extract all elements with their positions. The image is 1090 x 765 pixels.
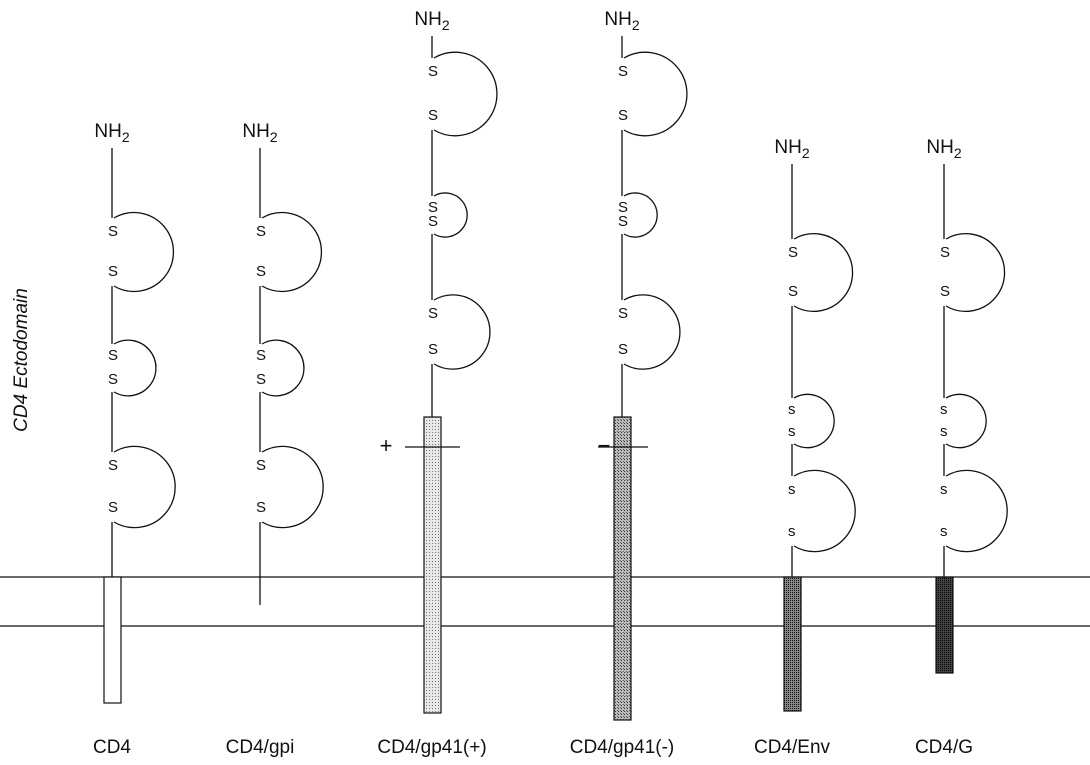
s-label: s — [788, 523, 796, 540]
s-label: s — [940, 481, 948, 498]
transmembrane-domain — [103, 576, 122, 704]
terminus-sub: 2 — [802, 145, 810, 161]
s-label: S — [428, 63, 438, 80]
disulfide-loop — [623, 192, 658, 238]
construct-name: CD4 — [93, 737, 131, 758]
terminus-label: NH2 — [926, 137, 961, 161]
disulfide-loop — [113, 445, 176, 529]
s-label: S — [108, 457, 118, 474]
s-label: s — [788, 481, 796, 498]
terminus-sub: 2 — [442, 17, 450, 33]
disulfide-loop — [261, 445, 324, 529]
disulfide-loop — [793, 469, 856, 553]
terminus-base: NH — [604, 9, 631, 30]
disulfide-loop — [433, 192, 468, 238]
terminus-sub: 2 — [954, 145, 962, 161]
terminus-label: NH2 — [414, 9, 449, 33]
terminus-sub: 2 — [632, 17, 640, 33]
terminus-base: NH — [414, 9, 441, 30]
s-label: S — [256, 499, 266, 516]
s-label: S — [108, 499, 118, 516]
s-label: S — [618, 63, 628, 80]
terminus-base: NH — [774, 137, 801, 158]
s-label: S — [618, 341, 628, 358]
transmembrane-domain — [613, 416, 632, 721]
s-label: S — [618, 305, 628, 322]
terminus-base: NH — [926, 137, 953, 158]
terminus-base: NH — [242, 121, 269, 142]
disulfide-loop — [433, 51, 498, 137]
charge-sign: − — [598, 433, 611, 458]
construct-name: CD4/gpi — [226, 737, 295, 758]
axis-label: CD4 Ectodomain — [11, 288, 32, 432]
s-label: S — [108, 223, 118, 240]
s-label: S — [618, 213, 628, 230]
s-label: S — [788, 283, 798, 300]
s-label: S — [940, 244, 950, 261]
terminus-label: NH2 — [774, 137, 809, 161]
s-label: S — [428, 341, 438, 358]
s-label: s — [940, 523, 948, 540]
s-label: S — [108, 347, 118, 364]
s-label: s — [940, 401, 948, 418]
s-label: S — [108, 371, 118, 388]
disulfide-loop — [261, 211, 323, 293]
construct-name: CD4/gp41(+) — [377, 737, 486, 758]
disulfide-loop — [113, 339, 157, 397]
s-label: S — [940, 283, 950, 300]
disulfide-loop — [945, 232, 1006, 313]
terminus-label: NH2 — [604, 9, 639, 33]
s-label: S — [256, 371, 266, 388]
charge-sign: + — [380, 433, 393, 458]
s-label: S — [256, 263, 266, 280]
terminus-label: NH2 — [242, 121, 277, 145]
s-label: S — [428, 305, 438, 322]
construct-name: CD4/gp41(-) — [570, 737, 675, 758]
terminus-sub: 2 — [122, 129, 130, 145]
s-label: s — [788, 401, 796, 418]
s-label: S — [788, 244, 798, 261]
s-label: S — [108, 263, 118, 280]
disulfide-loop — [113, 211, 175, 293]
disulfide-loop — [945, 393, 987, 449]
s-label: S — [428, 107, 438, 124]
s-label: S — [618, 199, 628, 216]
disulfide-loop — [261, 339, 305, 397]
s-label: S — [256, 223, 266, 240]
transmembrane-domain — [423, 416, 442, 714]
terminus-base: NH — [94, 121, 121, 142]
disulfide-loop — [793, 393, 835, 449]
disulfide-loop — [623, 294, 681, 370]
s-label: S — [256, 347, 266, 364]
s-label: S — [428, 213, 438, 230]
s-label: s — [940, 423, 948, 440]
disulfide-loop — [623, 51, 688, 137]
disulfide-loop — [945, 469, 1008, 553]
disulfide-loop — [433, 294, 491, 370]
s-label: S — [256, 457, 266, 474]
construct-name: CD4/Env — [754, 737, 831, 758]
construct-name: CD4/G — [915, 737, 973, 758]
disulfide-loop — [793, 232, 854, 313]
transmembrane-domain — [935, 576, 954, 674]
s-label: s — [788, 423, 796, 440]
s-label: S — [428, 199, 438, 216]
transmembrane-domain — [783, 576, 802, 712]
s-label: S — [618, 107, 628, 124]
terminus-sub: 2 — [270, 129, 278, 145]
terminus-label: NH2 — [94, 121, 129, 145]
